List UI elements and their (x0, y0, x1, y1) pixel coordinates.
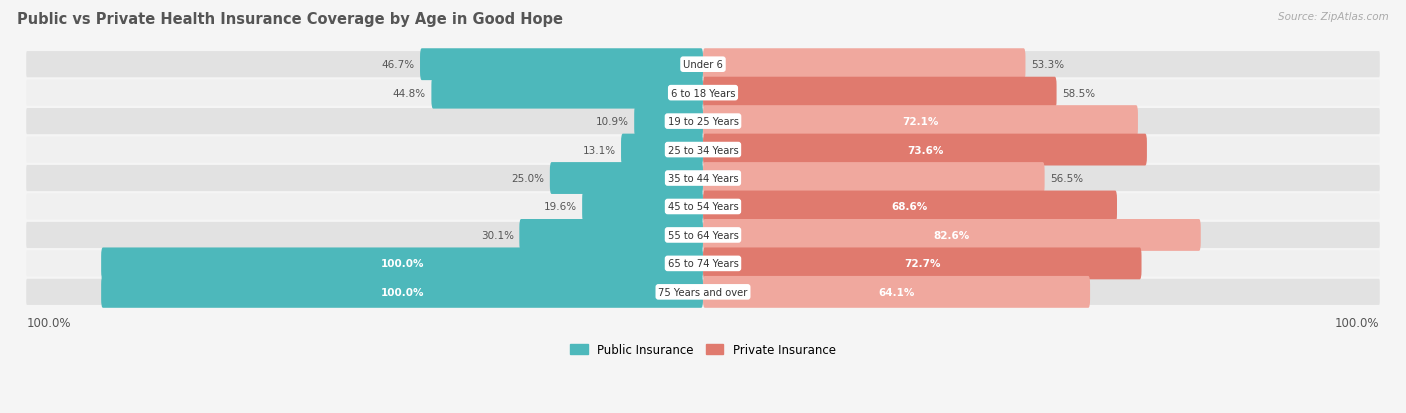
Text: 100.0%: 100.0% (1334, 316, 1379, 329)
FancyBboxPatch shape (703, 163, 1045, 195)
Text: 13.1%: 13.1% (582, 145, 616, 155)
FancyBboxPatch shape (101, 276, 703, 308)
FancyBboxPatch shape (703, 49, 1025, 81)
FancyBboxPatch shape (27, 279, 1379, 305)
FancyBboxPatch shape (27, 137, 1379, 163)
Text: 100.0%: 100.0% (27, 316, 72, 329)
Text: 46.7%: 46.7% (381, 60, 415, 70)
FancyBboxPatch shape (27, 194, 1379, 220)
Text: 35 to 44 Years: 35 to 44 Years (668, 173, 738, 184)
Text: 19 to 25 Years: 19 to 25 Years (668, 117, 738, 127)
Text: 73.6%: 73.6% (907, 145, 943, 155)
FancyBboxPatch shape (27, 222, 1379, 249)
Text: 82.6%: 82.6% (934, 230, 970, 240)
FancyBboxPatch shape (27, 81, 1379, 107)
FancyBboxPatch shape (703, 106, 1137, 138)
Text: 56.5%: 56.5% (1050, 173, 1083, 184)
Text: 100.0%: 100.0% (381, 259, 423, 269)
Text: 64.1%: 64.1% (879, 287, 915, 297)
Text: 72.7%: 72.7% (904, 259, 941, 269)
Text: 10.9%: 10.9% (596, 117, 628, 127)
FancyBboxPatch shape (420, 49, 703, 81)
Text: 53.3%: 53.3% (1031, 60, 1064, 70)
FancyBboxPatch shape (582, 191, 703, 223)
FancyBboxPatch shape (27, 52, 1379, 78)
Text: Public vs Private Health Insurance Coverage by Age in Good Hope: Public vs Private Health Insurance Cover… (17, 12, 562, 27)
FancyBboxPatch shape (634, 106, 703, 138)
Text: 75 Years and over: 75 Years and over (658, 287, 748, 297)
Legend: Public Insurance, Private Insurance: Public Insurance, Private Insurance (565, 338, 841, 361)
Text: 72.1%: 72.1% (903, 117, 939, 127)
FancyBboxPatch shape (703, 78, 1056, 109)
Text: 65 to 74 Years: 65 to 74 Years (668, 259, 738, 269)
FancyBboxPatch shape (27, 166, 1379, 192)
Text: 45 to 54 Years: 45 to 54 Years (668, 202, 738, 212)
FancyBboxPatch shape (519, 219, 703, 251)
Text: 30.1%: 30.1% (481, 230, 515, 240)
Text: 55 to 64 Years: 55 to 64 Years (668, 230, 738, 240)
FancyBboxPatch shape (27, 251, 1379, 277)
FancyBboxPatch shape (703, 191, 1116, 223)
Text: 68.6%: 68.6% (891, 202, 928, 212)
FancyBboxPatch shape (432, 78, 703, 109)
Text: 19.6%: 19.6% (544, 202, 576, 212)
FancyBboxPatch shape (621, 134, 703, 166)
Text: Under 6: Under 6 (683, 60, 723, 70)
FancyBboxPatch shape (101, 248, 703, 280)
Text: 25.0%: 25.0% (512, 173, 544, 184)
Text: 58.5%: 58.5% (1062, 88, 1095, 98)
Text: 25 to 34 Years: 25 to 34 Years (668, 145, 738, 155)
FancyBboxPatch shape (550, 163, 703, 195)
Text: Source: ZipAtlas.com: Source: ZipAtlas.com (1278, 12, 1389, 22)
Text: 44.8%: 44.8% (392, 88, 426, 98)
Text: 6 to 18 Years: 6 to 18 Years (671, 88, 735, 98)
FancyBboxPatch shape (703, 134, 1147, 166)
FancyBboxPatch shape (703, 219, 1201, 251)
FancyBboxPatch shape (27, 109, 1379, 135)
FancyBboxPatch shape (703, 276, 1090, 308)
Text: 100.0%: 100.0% (381, 287, 423, 297)
FancyBboxPatch shape (703, 248, 1142, 280)
